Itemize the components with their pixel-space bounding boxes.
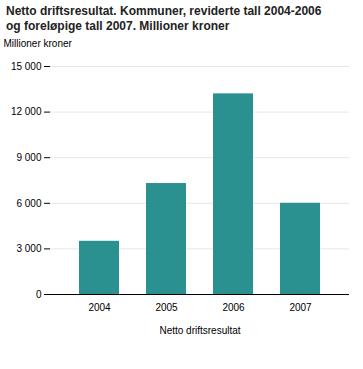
svg-text:2005: 2005 xyxy=(155,302,178,313)
svg-text:6 000: 6 000 xyxy=(16,198,41,209)
svg-text:Netto driftsresultat: Netto driftsresultat xyxy=(159,325,240,336)
svg-text:9 000: 9 000 xyxy=(16,152,41,163)
svg-text:15 000: 15 000 xyxy=(11,61,42,72)
html-text:Netto driftsresultat. Kommuner: Netto driftsresultat. Kommuner, revidert… xyxy=(6,4,322,18)
svg-text:2007: 2007 xyxy=(289,302,312,313)
svg-text:0: 0 xyxy=(36,289,42,300)
svg-text:2004: 2004 xyxy=(88,302,111,313)
svg-text:2006: 2006 xyxy=(222,302,245,313)
svg-text:3 000: 3 000 xyxy=(16,243,41,254)
svg-text:Millioner kroner: Millioner kroner xyxy=(4,38,73,49)
svg-text:12 000: 12 000 xyxy=(11,106,42,117)
html-text:og foreløpige tall 2007. Milli: og foreløpige tall 2007. Millioner krone… xyxy=(6,19,230,33)
